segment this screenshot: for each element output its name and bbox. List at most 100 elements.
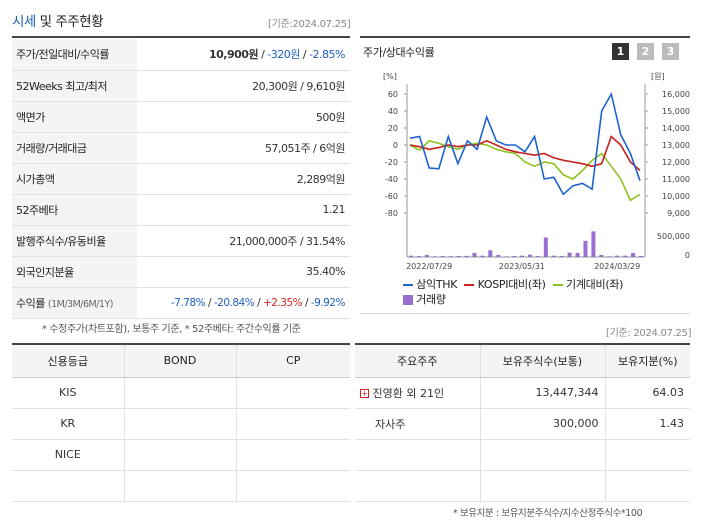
volume-bar [496,254,501,257]
left-tick-label: -80 [385,209,398,218]
legend-swatch [552,284,563,286]
table-cell [236,377,350,409]
shareholders-table: 주요주주 보유주식수(보통) 보유지분(%) + 진영환 외 21인 13,44… [355,345,690,502]
table-row: 시가총액 2,289억원 [12,163,350,195]
left-tick-label: 60 [388,90,398,99]
table-header-row: 주요주주 보유주식수(보통) 보유지분(%) [355,345,690,378]
table-row [355,439,690,471]
row-value: 57,051주 / 6억원 [137,132,350,164]
price-value: 10,900원 / -320원 / -2.85% [137,39,350,71]
row-label: 시가총액 [12,163,137,195]
volume-bar [559,255,564,257]
holders-base-date: [기준: 2024.07.25] [606,328,692,339]
volume-bar [639,255,643,257]
table-cell [124,439,237,471]
volume-bar [416,255,421,257]
row-label: 주가/전일대비/수익률 [12,39,137,71]
volume-bar [615,255,620,257]
table-row: KR [12,408,350,440]
row-value: 21,000,000주 / 31.54% [137,225,350,257]
legend-label: 삼익THK [416,278,458,291]
volume-bar [512,255,517,257]
table-row: 액면가 500원 [12,101,350,133]
volume-bar [535,255,540,257]
chart-page-3-button[interactable]: 3 [662,43,679,60]
row-value: 2,289억원 [137,163,350,195]
divider [12,343,350,345]
right-tick-label: 9,000 [667,209,690,218]
volume-bar [631,252,636,257]
divider [360,36,690,38]
returns-value: -7.78% / -20.84% / +2.35% / -9.92% [137,287,350,319]
column-header: CP [236,345,350,378]
table-cell [236,439,350,471]
left-unit-label: [%] [383,72,397,81]
shares-cell: 300,000 [480,408,606,440]
table-row: 자사주 300,000 1.43 [355,408,690,440]
right-tick-label: 12,000 [662,158,690,167]
chart-title: 주가/상대수익률 [363,46,435,59]
divider [12,36,350,38]
right-tick-label: 10,000 [662,192,690,201]
agency-cell [12,470,125,502]
volume-bar [409,255,413,257]
volume-bar [440,255,445,257]
legend-swatch [464,284,475,286]
volume-bar [591,231,596,257]
table-cell [355,470,481,502]
base-date: [기준:2024.07.25] [268,19,351,30]
volume-bar [472,252,477,257]
expand-plus-icon[interactable]: + [360,389,369,398]
row-label: 수익률 (1M/3M/6M/1Y) [12,287,137,319]
table-header-row: 신용등급 BOND CP [12,345,350,378]
series-line-2 [409,139,641,202]
volume-bar [456,255,461,257]
chart-legend-volume: 거래량 [403,291,446,307]
credit-rating-table: 신용등급 BOND CP KIS KR NICE [12,345,350,502]
left-tick-label: 0 [393,141,398,150]
table-row: 52Weeks 최고/최저 20,300원 / 9,610원 [12,70,350,102]
row-label: 액면가 [12,101,137,133]
chart-page-2-button[interactable]: 2 [637,43,654,60]
table-row: KIS [12,377,350,409]
right-tick-label: 11,000 [662,175,690,184]
volume-bar [527,254,532,257]
table-row: + 진영환 외 21인 13,447,344 64.03 [355,377,690,409]
series-line-0 [409,91,641,196]
left-tick-label: 20 [388,124,398,133]
table-cell [605,470,690,502]
volume-bar [543,237,548,257]
table-cell [480,470,606,502]
table-cell [124,408,237,440]
legend-label: KOSPI대비(좌) [477,278,546,291]
legend-label: 거래량 [416,293,446,306]
table-row: NICE [12,439,350,471]
holders-footnote: * 보유지분 : 보유지분주식수/지수산정주식수*100 [453,508,643,519]
pct-cell: 1.43 [605,408,690,440]
right-unit-label: [원] [651,72,665,81]
shares-cell: 13,447,344 [480,377,606,409]
volume-bar [424,254,429,257]
holder-name-cell[interactable]: + 진영환 외 21인 [355,377,481,409]
volume-tick-label: 0 [685,251,690,260]
chart-legend: 삼익THK KOSPI대비(좌) 기계대비(좌) [403,276,623,292]
table-cell [124,470,237,502]
holder-name-cell: 자사주 [355,408,481,440]
volume-bar [551,255,556,257]
row-value: 1.21 [137,194,350,226]
column-header: 주요주주 [355,345,481,378]
table-row: 거래량/거래대금 57,051주 / 6억원 [12,132,350,164]
table-row: 주가/전일대비/수익률 10,900원 / -320원 / -2.85% [12,39,350,71]
column-header: BOND [124,345,237,378]
row-label: 발행주식수/유동비율 [12,225,137,257]
chart-page-1-button[interactable]: 1 [612,43,629,60]
right-tick-label: 16,000 [662,90,690,99]
legend-label: 기계대비(좌) [566,278,624,291]
volume-bar [599,254,604,257]
table-cell [480,439,606,471]
footnote: * 수정주가(차트포함), 보통주 기준, * 52주베타: 주간수익률 기준 [42,324,301,335]
volume-tick-label: 500,000 [657,232,690,241]
row-label: 외국인지분율 [12,256,137,288]
row-label: 거래량/거래대금 [12,132,137,164]
table-cell [236,408,350,440]
